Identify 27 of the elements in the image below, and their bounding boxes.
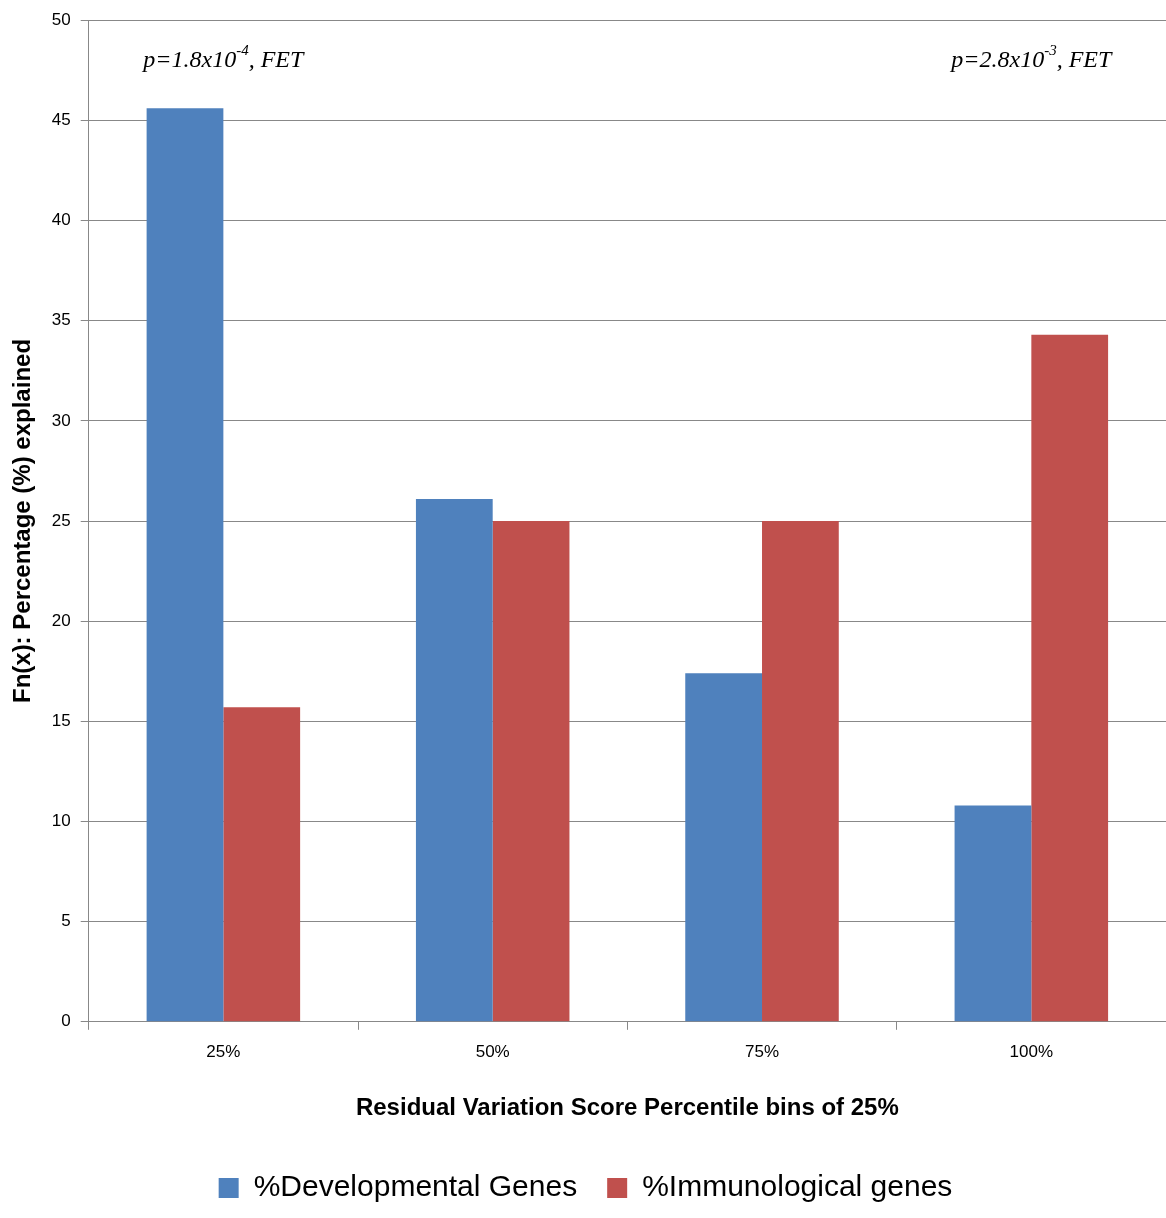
y-tick-label: 15 [51, 711, 71, 731]
bar [762, 521, 839, 1022]
x-tick-label: 25% [206, 1041, 241, 1061]
x-tick-label: 50% [475, 1041, 510, 1061]
y-tick-label: 50 [51, 9, 71, 29]
y-tick-label: 20 [51, 610, 71, 630]
y-tick-label: 30 [51, 410, 71, 430]
x-axis-title: Residual Variation Score Percentile bins of 25% [355, 1093, 899, 1121]
x-tick-label: 100% [1009, 1041, 1054, 1061]
bar [1031, 334, 1109, 1022]
y-tick-label: 10 [51, 811, 71, 831]
bar [685, 673, 763, 1022]
y-tick-label: 45 [51, 110, 71, 130]
bar [223, 707, 301, 1022]
legend-label: %Developmental Genes [253, 1169, 578, 1203]
y-tick-label: 35 [51, 310, 71, 330]
y-tick-label: 25 [51, 510, 71, 530]
y-tick-label: 5 [61, 911, 71, 931]
x-tick-label: 75% [745, 1041, 780, 1061]
bar [492, 521, 570, 1022]
y-axis-title: Fn(x): Percentage (%) explained [8, 338, 36, 704]
bar [415, 498, 493, 1022]
y-tick-label: 0 [61, 1011, 71, 1031]
bar [954, 805, 1032, 1022]
legend-label: %Immunological genes [642, 1169, 953, 1203]
bar [146, 108, 224, 1022]
y-tick-label: 40 [51, 210, 71, 230]
